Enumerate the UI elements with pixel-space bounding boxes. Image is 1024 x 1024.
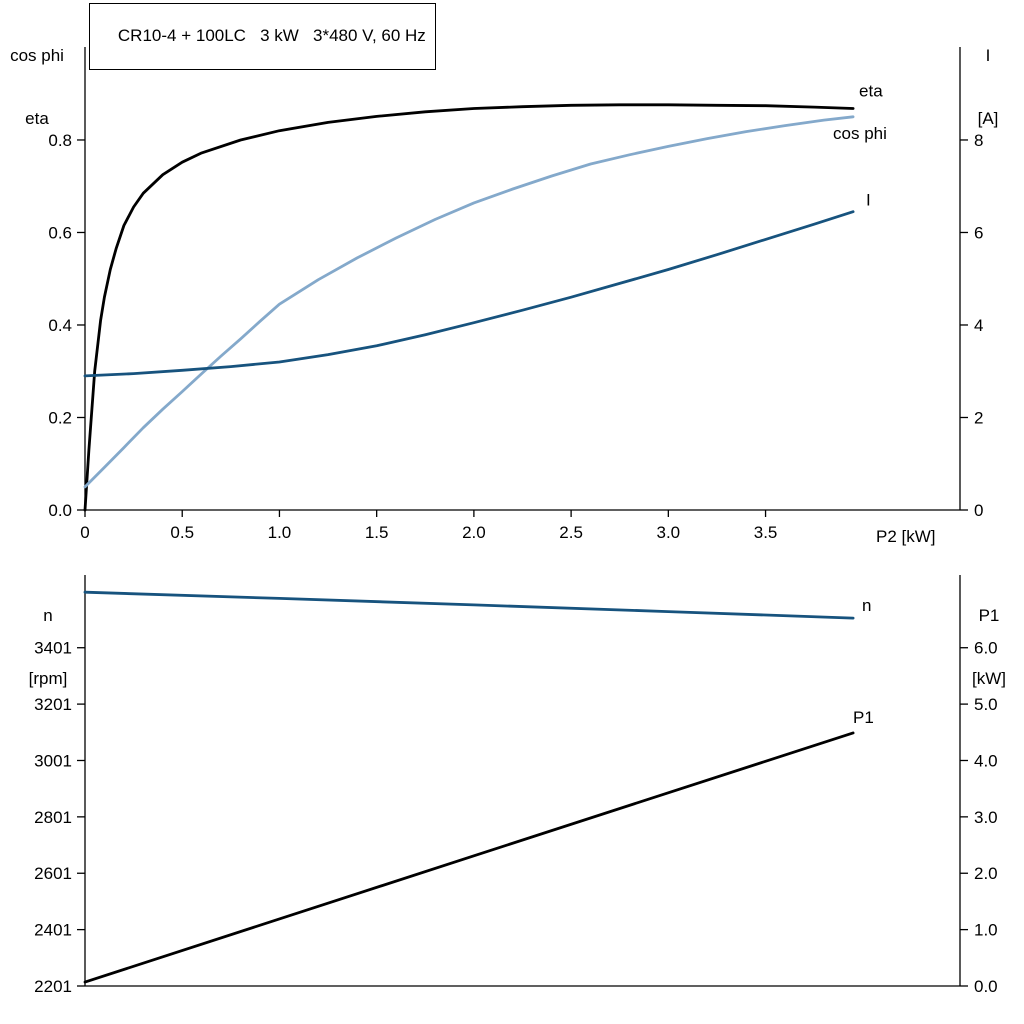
x-tick-label: 0 [80, 523, 89, 542]
curve-label-n: n [862, 596, 871, 615]
left-tick-label: 2801 [34, 808, 72, 827]
top-right-axis-title: I [A] [958, 3, 1018, 171]
left-tick-label: 2401 [34, 921, 72, 940]
left-tick-label: 0.0 [48, 501, 72, 520]
curve-I [83, 210, 855, 378]
x-tick-label: 2.5 [559, 523, 583, 542]
left-axis-title-line1: cos phi [10, 46, 64, 65]
right-tick-label: 3.0 [974, 808, 998, 827]
x-tick-label: 1.5 [365, 523, 389, 542]
left-tick-label: 2201 [34, 977, 72, 996]
bottom-right-axis-title: P1 [kW] [960, 563, 1018, 731]
x-axis-label: P2 [kW] [876, 527, 936, 546]
chart-title: CR10-4 + 100LC 3 kW 3*480 V, 60 Hz [117, 26, 426, 45]
curve-label-P1: P1 [853, 708, 874, 727]
right-tick-label: 0.0 [974, 977, 998, 996]
bottom-left-axis-title: n [rpm] [16, 563, 80, 731]
right-tick-label: 6 [974, 223, 983, 242]
left-tick-label: 3001 [34, 751, 72, 770]
left-tick-label: 3401 [34, 639, 72, 658]
right-tick-label: 4 [974, 316, 983, 335]
curve-cos-phi [83, 115, 855, 489]
left-tick-label: 0.2 [48, 408, 72, 427]
right-tick-label: 6.0 [974, 639, 998, 658]
left-tick-label: 0.8 [48, 131, 72, 150]
chart-title-box: CR10-4 + 100LC 3 kW 3*480 V, 60 Hz [89, 3, 436, 70]
right-tick-label: 8 [974, 131, 983, 150]
x-tick-label: 2.0 [462, 523, 486, 542]
left-axis-title-line2: eta [25, 109, 49, 128]
right-tick-label: 5.0 [974, 695, 998, 714]
curve-eta [83, 103, 855, 512]
right-tick-label: 0 [974, 501, 983, 520]
right-tick-label: 1.0 [974, 921, 998, 940]
curve-label-I: I [866, 191, 871, 210]
x-tick-label: 0.5 [170, 523, 194, 542]
curve-P1 [83, 731, 855, 984]
right-tick-label: 2.0 [974, 864, 998, 883]
rpm-axis-title-line2: [rpm] [28, 669, 68, 688]
curve-label-eta: eta [859, 82, 883, 101]
x-tick-label: 3.0 [657, 523, 681, 542]
right-axis-title-line1: I [985, 46, 991, 65]
x-tick-label: 1.0 [268, 523, 292, 542]
right-axis-title-line2: [A] [977, 109, 999, 128]
left-tick-label: 0.4 [48, 316, 72, 335]
rpm-axis-title-line1: n [43, 606, 53, 625]
top-left-axis-title: cos phi eta [0, 3, 74, 171]
curve-n [83, 590, 855, 620]
right-tick-label: 4.0 [974, 751, 998, 770]
x-tick-label: 3.5 [754, 523, 778, 542]
p1-axis-title-line1: P1 [978, 606, 1000, 625]
p1-axis-title-line2: [kW] [972, 669, 1006, 688]
left-tick-label: 0.6 [48, 223, 72, 242]
left-tick-label: 3201 [34, 695, 72, 714]
right-tick-label: 2 [974, 408, 983, 427]
curve-label-cos-phi: cos phi [833, 124, 887, 143]
left-tick-label: 2601 [34, 864, 72, 883]
